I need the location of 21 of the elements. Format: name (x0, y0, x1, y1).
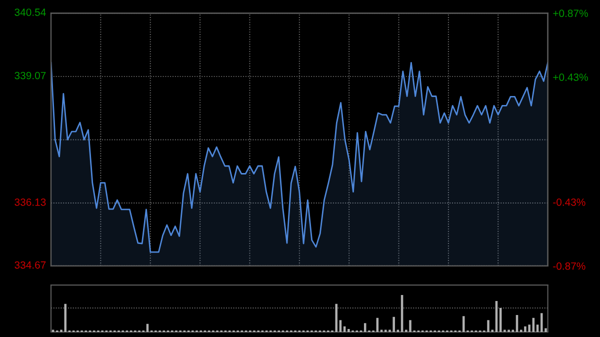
y2-tick-label: -0.43% (553, 198, 586, 206)
bar (536, 324, 539, 332)
bar (348, 328, 350, 332)
bar (64, 304, 66, 332)
bar (339, 320, 342, 332)
y-tick-label: 334.67 (14, 261, 46, 269)
bar (364, 323, 366, 332)
y2-tick-label: +0.87% (553, 10, 588, 18)
y-tick-label: 339.07 (14, 72, 46, 80)
bar (392, 316, 395, 332)
bar (528, 324, 530, 332)
bar (409, 320, 412, 332)
bar (487, 320, 490, 332)
y2-tick-label: +0.43% (553, 74, 588, 81)
bar (540, 313, 543, 332)
bar (462, 316, 465, 332)
y2-tick-label: -0.87% (553, 262, 586, 270)
y-tick-label: 336.13 (14, 198, 46, 206)
y-tick-label: 340.54 (14, 8, 46, 16)
bar (524, 326, 526, 332)
bar (335, 304, 338, 332)
